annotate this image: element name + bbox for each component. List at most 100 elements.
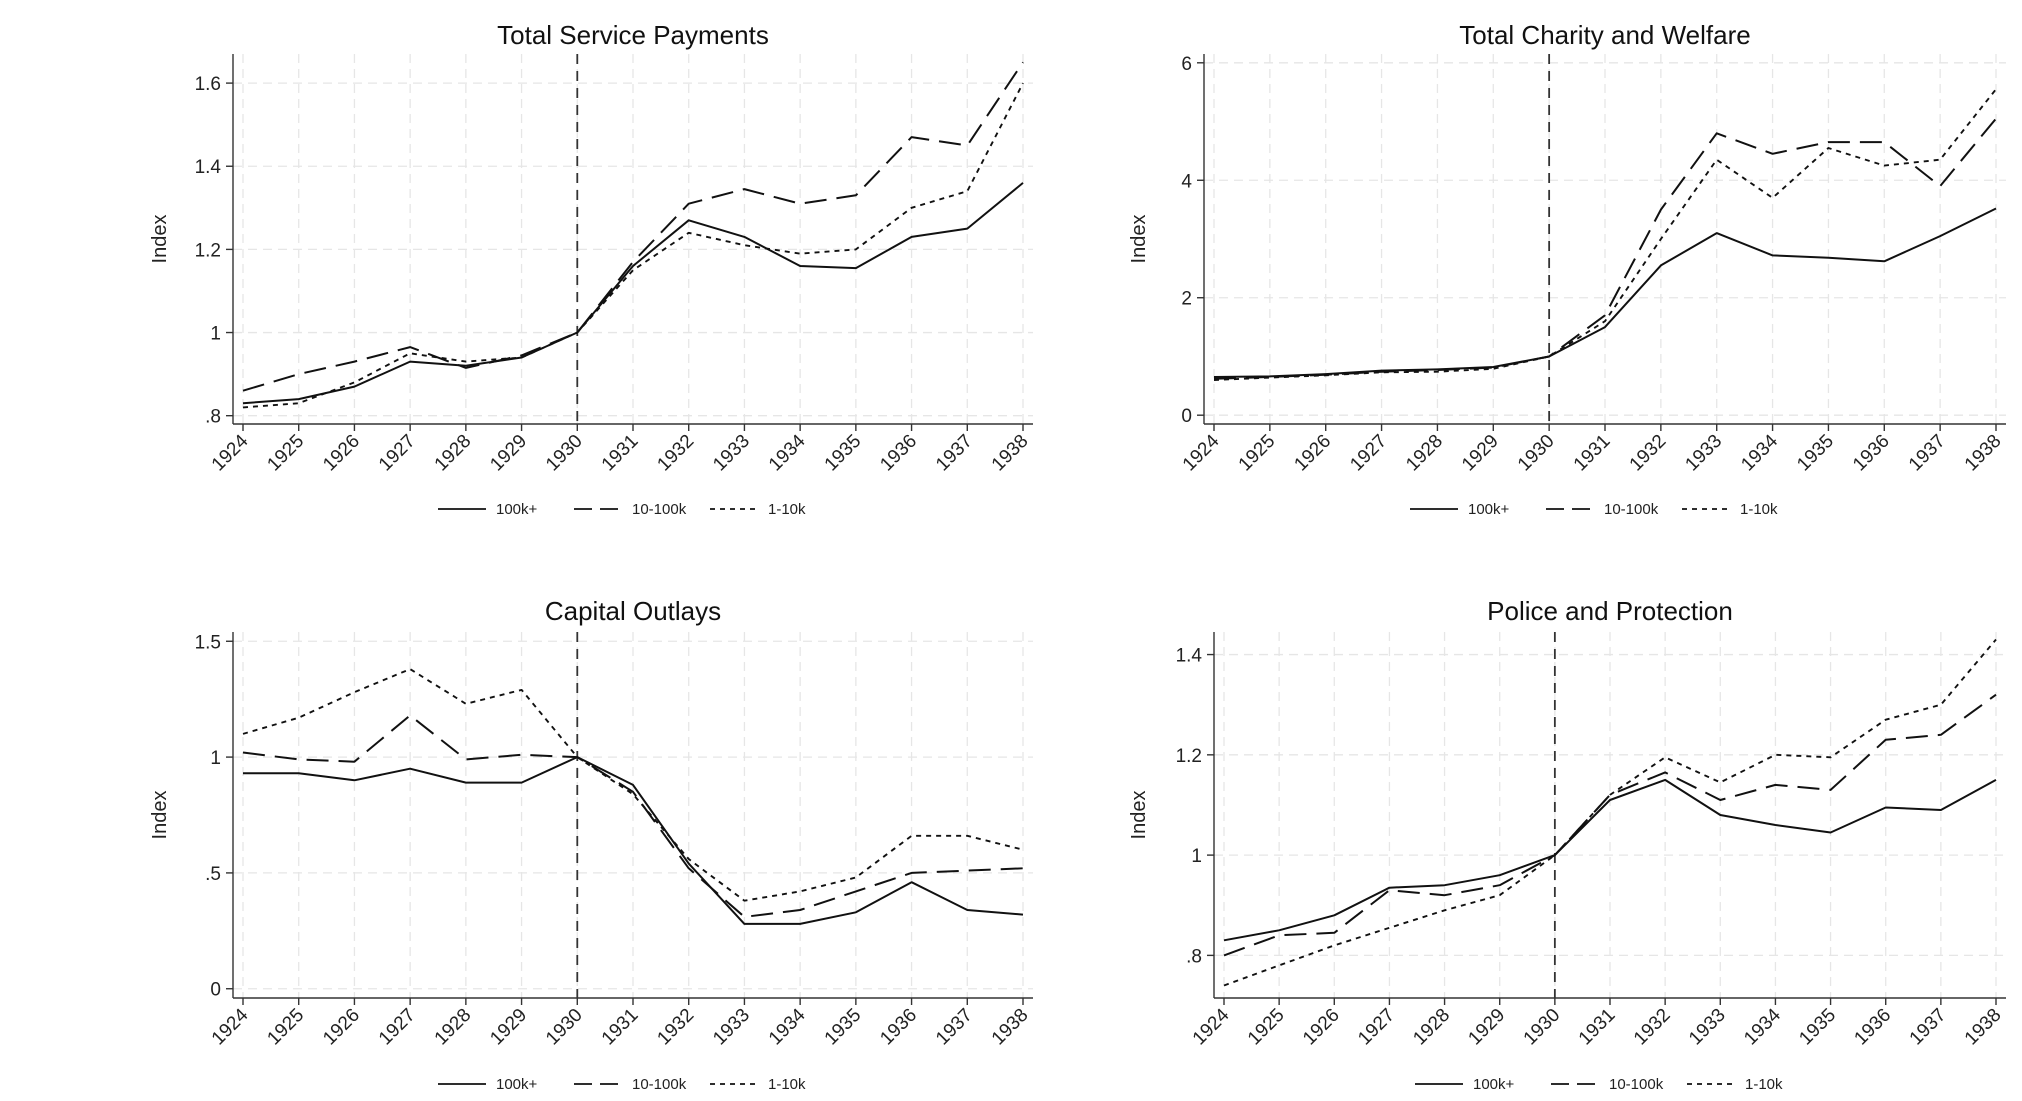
legend: 100k+ 10-100k 1-10k: [1415, 1076, 1783, 1093]
series-line-solid: [243, 756, 1024, 925]
y-axis-label: Index: [1128, 791, 1150, 840]
x-tick-label: 1926: [1299, 1005, 1344, 1050]
x-tick-label: 1926: [319, 431, 364, 476]
y-tick-label: 2: [1181, 289, 1192, 310]
x-tick-label: 1924: [208, 1004, 253, 1049]
x-tick-label: 1931: [1570, 431, 1615, 476]
x-tick-label: 1925: [1244, 1005, 1289, 1050]
x-tick-label: 1930: [1520, 1005, 1565, 1050]
chart-title: Police and Protection: [1487, 596, 1733, 626]
x-tick-label: 1935: [1795, 1005, 1840, 1050]
y-tick-label: 1.2: [1176, 746, 1202, 767]
x-tick-label: 1932: [654, 1005, 699, 1050]
x-tick-label: 1927: [375, 431, 420, 476]
series-line-solid: [242, 182, 1024, 405]
y-tick-label: 4: [1181, 171, 1192, 192]
x-tick-label: 1932: [1626, 431, 1671, 476]
x-tick-label: 1926: [319, 1005, 364, 1050]
x-tick-label: 1929: [486, 431, 531, 476]
x-tick-label: 1932: [1630, 1005, 1675, 1050]
x-tick-label: 1930: [542, 1005, 587, 1050]
x-tick-label: 1926: [1291, 431, 1336, 476]
y-axis-label: Index: [149, 791, 171, 840]
x-tick-label: 1935: [821, 431, 866, 476]
y-tick-label: 0: [1181, 406, 1192, 427]
x-tick-label: 1929: [1465, 1005, 1510, 1050]
y-tick-label: 1: [210, 748, 221, 769]
x-tick-label: 1925: [264, 1005, 309, 1050]
chart-title: Capital Outlays: [545, 596, 721, 626]
y-tick-label: 1.5: [195, 632, 221, 653]
legend-label: 10-100k: [632, 1076, 687, 1093]
x-tick-label: 1929: [1458, 431, 1503, 476]
y-tick-label: 1: [1191, 846, 1202, 867]
x-tick-label: 1928: [431, 1005, 476, 1050]
y-tick-label: 1.4: [195, 157, 222, 178]
series-line-dashed: [242, 61, 1024, 392]
legend-label: 1-10k: [768, 1076, 806, 1093]
x-tick-label: 1938: [988, 1005, 1033, 1050]
chart-panel-1: .8 1 1.2 1.4 1.6 1924 1925 1926 1927 1928 1929 1930…: [149, 20, 1033, 518]
legend-label: 10-100k: [1604, 501, 1659, 518]
x-tick-label: 1937: [932, 1005, 977, 1050]
x-tick-label: 1933: [709, 431, 754, 476]
x-tick-label: 1924: [208, 430, 253, 475]
chart-title: Total Service Payments: [497, 20, 769, 50]
y-tick-label: 1.2: [195, 240, 221, 261]
chart-title: Total Charity and Welfare: [1459, 20, 1750, 50]
x-tick-label: 1934: [1737, 430, 1782, 475]
x-tick-label: 1937: [932, 431, 977, 476]
x-tick-label: 1934: [1740, 1004, 1785, 1049]
legend: 100k+ 10-100k 1-10k: [438, 501, 806, 518]
series-line-dashed: [1223, 693, 1997, 957]
legend: 100k+ 10-100k 1-10k: [1410, 501, 1778, 518]
x-tick-label: 1933: [1685, 1005, 1730, 1050]
x-tick-label: 1938: [1961, 1005, 2006, 1050]
x-tick-label: 1925: [1235, 431, 1280, 476]
x-tick-label: 1927: [1346, 431, 1391, 476]
x-tick-label: 1935: [1793, 431, 1838, 476]
x-tick-label: 1932: [654, 431, 699, 476]
legend-label: 100k+: [1473, 1076, 1515, 1093]
x-tick-label: 1931: [598, 431, 643, 476]
x-tick-label: 1928: [431, 431, 476, 476]
x-tick-label: 1936: [1851, 1005, 1896, 1050]
x-tick-label: 1924: [1189, 1004, 1234, 1049]
y-tick-label: 1.6: [195, 74, 221, 95]
x-tick-label: 1933: [709, 1005, 754, 1050]
y-tick-label: .5: [205, 864, 221, 885]
x-tick-label: 1927: [375, 1005, 420, 1050]
legend-label: 1-10k: [768, 501, 806, 518]
legend-label: 10-100k: [632, 501, 687, 518]
legend: 100k+ 10-100k 1-10k: [438, 1076, 806, 1093]
legend-label: 100k+: [496, 501, 538, 518]
x-tick-label: 1931: [598, 1005, 643, 1050]
series-line-dotted: [242, 668, 1024, 902]
y-tick-label: 6: [1181, 54, 1192, 75]
y-axis-label: Index: [1128, 215, 1150, 264]
legend-label: 1-10k: [1745, 1076, 1783, 1093]
legend-label: 100k+: [1468, 501, 1510, 518]
y-tick-label: 1.4: [1176, 646, 1203, 667]
x-tick-label: 1937: [1906, 1005, 1951, 1050]
x-tick-label: 1933: [1682, 431, 1727, 476]
series-line-solid: [1213, 207, 1997, 378]
series-line-dotted: [1223, 638, 1997, 987]
x-tick-label: 1924: [1179, 430, 1224, 475]
x-tick-label: 1934: [765, 1004, 810, 1049]
series-line-dotted: [1213, 88, 1997, 381]
y-tick-label: 0: [210, 980, 221, 1001]
x-tick-label: 1931: [1575, 1005, 1620, 1050]
x-tick-label: 1930: [1514, 431, 1559, 476]
x-tick-label: 1928: [1409, 1005, 1454, 1050]
x-tick-label: 1934: [765, 430, 810, 475]
legend-label: 10-100k: [1609, 1076, 1664, 1093]
y-tick-label: 1: [210, 324, 221, 345]
y-tick-label: .8: [205, 407, 221, 428]
x-tick-label: 1936: [1849, 431, 1894, 476]
x-tick-label: 1937: [1905, 431, 1950, 476]
